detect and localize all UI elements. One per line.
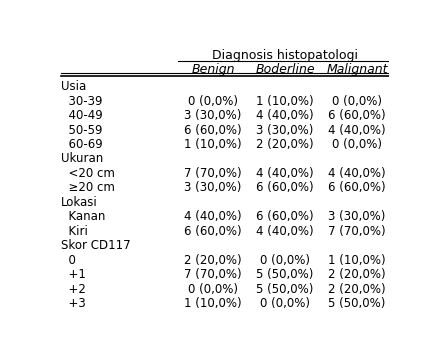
Text: 0 (0,0%): 0 (0,0%)	[260, 297, 310, 310]
Text: 6 (60,0%): 6 (60,0%)	[256, 210, 314, 223]
Text: +1: +1	[60, 268, 86, 281]
Text: 6 (60,0%): 6 (60,0%)	[256, 182, 314, 195]
Text: 0 (0,0%): 0 (0,0%)	[188, 283, 238, 296]
Text: Usia: Usia	[60, 80, 86, 93]
Text: 0: 0	[60, 254, 76, 267]
Text: 4 (40,0%): 4 (40,0%)	[256, 109, 314, 122]
Text: 1 (10,0%): 1 (10,0%)	[328, 254, 386, 267]
Text: 2 (20,0%): 2 (20,0%)	[328, 283, 386, 296]
Text: 0 (0,0%): 0 (0,0%)	[188, 95, 238, 108]
Text: Benign: Benign	[191, 63, 235, 76]
Text: 6 (60,0%): 6 (60,0%)	[328, 182, 386, 195]
Text: 7 (70,0%): 7 (70,0%)	[184, 268, 242, 281]
Text: 7 (70,0%): 7 (70,0%)	[328, 225, 386, 238]
Text: 3 (30,0%): 3 (30,0%)	[256, 123, 314, 136]
Text: 40-49: 40-49	[60, 109, 102, 122]
Text: 0 (0,0%): 0 (0,0%)	[260, 254, 310, 267]
Text: Malignant: Malignant	[326, 63, 388, 76]
Text: 1 (10,0%): 1 (10,0%)	[184, 297, 242, 310]
Text: 3 (30,0%): 3 (30,0%)	[184, 182, 242, 195]
Text: Ukuran: Ukuran	[60, 153, 103, 166]
Text: 6 (60,0%): 6 (60,0%)	[328, 109, 386, 122]
Text: ≥20 cm: ≥20 cm	[60, 182, 114, 195]
Text: Boderline: Boderline	[255, 63, 315, 76]
Text: 4 (40,0%): 4 (40,0%)	[328, 167, 386, 180]
Text: 6 (60,0%): 6 (60,0%)	[184, 225, 242, 238]
Text: 4 (40,0%): 4 (40,0%)	[256, 225, 314, 238]
Text: 4 (40,0%): 4 (40,0%)	[184, 210, 242, 223]
Text: Kiri: Kiri	[60, 225, 88, 238]
Text: 5 (50,0%): 5 (50,0%)	[256, 283, 314, 296]
Text: 4 (40,0%): 4 (40,0%)	[256, 167, 314, 180]
Text: 1 (10,0%): 1 (10,0%)	[256, 95, 314, 108]
Text: 5 (50,0%): 5 (50,0%)	[256, 268, 314, 281]
Text: Kanan: Kanan	[60, 210, 105, 223]
Text: 3 (30,0%): 3 (30,0%)	[328, 210, 386, 223]
Text: 3 (30,0%): 3 (30,0%)	[184, 109, 242, 122]
Text: <20 cm: <20 cm	[60, 167, 114, 180]
Text: 5 (50,0%): 5 (50,0%)	[328, 297, 386, 310]
Text: +3: +3	[60, 297, 86, 310]
Text: 30-39: 30-39	[60, 95, 102, 108]
Text: 2 (20,0%): 2 (20,0%)	[184, 254, 242, 267]
Text: 6 (60,0%): 6 (60,0%)	[184, 123, 242, 136]
Text: 60-69: 60-69	[60, 138, 102, 151]
Text: Lokasi: Lokasi	[60, 196, 98, 209]
Text: Skor CD117: Skor CD117	[60, 239, 130, 252]
Text: 7 (70,0%): 7 (70,0%)	[184, 167, 242, 180]
Text: 50-59: 50-59	[60, 123, 102, 136]
Text: 2 (20,0%): 2 (20,0%)	[256, 138, 314, 151]
Text: 0 (0,0%): 0 (0,0%)	[332, 138, 382, 151]
Text: 2 (20,0%): 2 (20,0%)	[328, 268, 386, 281]
Text: 4 (40,0%): 4 (40,0%)	[328, 123, 386, 136]
Text: 1 (10,0%): 1 (10,0%)	[184, 138, 242, 151]
Text: 0 (0,0%): 0 (0,0%)	[332, 95, 382, 108]
Text: +2: +2	[60, 283, 86, 296]
Text: Diagnosis histopatologi: Diagnosis histopatologi	[212, 49, 358, 62]
